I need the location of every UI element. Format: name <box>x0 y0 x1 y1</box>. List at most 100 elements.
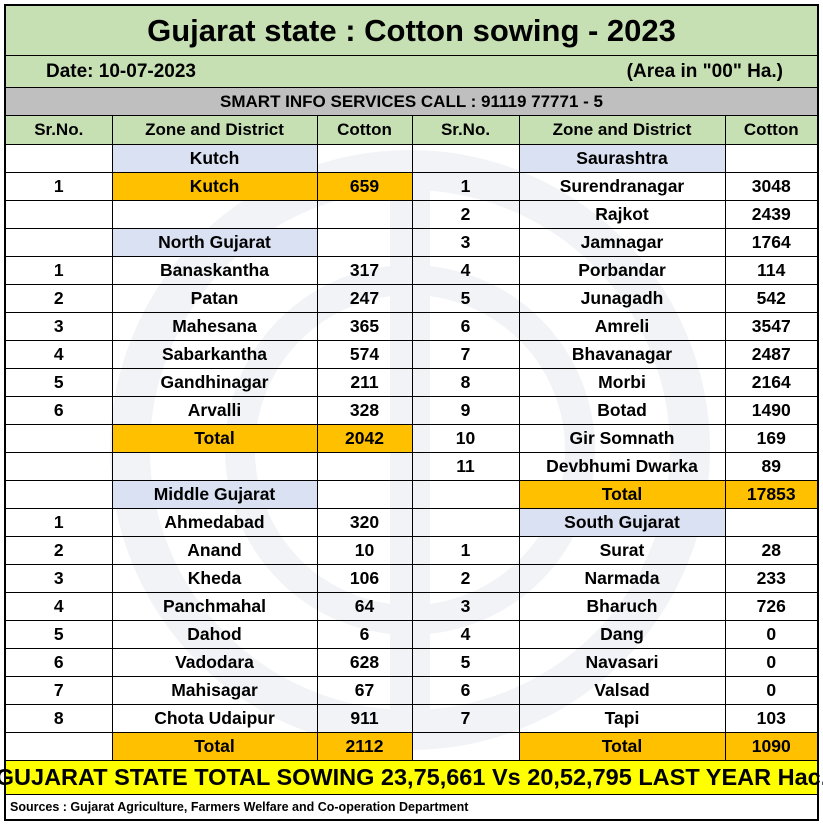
right-cotton-cell: 89 <box>725 452 817 481</box>
left-srno-cell: 6 <box>6 396 113 425</box>
right-srno-cell: 5 <box>412 284 520 313</box>
right-cotton-cell: 0 <box>725 620 817 649</box>
table-row: 6 Vadodara 628 5 Navasari 0 <box>6 648 817 677</box>
right-srno-cell <box>412 508 520 537</box>
right-district-cell: Botad <box>519 396 726 425</box>
left-srno-cell <box>6 452 113 481</box>
right-srno-cell: 3 <box>412 228 520 257</box>
right-cotton-cell: 103 <box>725 704 817 733</box>
right-srno-cell <box>412 144 520 173</box>
left-cotton-cell: 659 <box>317 172 413 201</box>
right-district-cell: Bhavanagar <box>519 340 726 369</box>
left-cotton-cell: 64 <box>317 592 413 621</box>
right-district-cell: Morbi <box>519 368 726 397</box>
left-district-cell: Anand <box>112 536 318 565</box>
left-cotton-cell: 247 <box>317 284 413 313</box>
right-cotton-cell: 2164 <box>725 368 817 397</box>
left-cotton-cell: 211 <box>317 368 413 397</box>
left-srno-cell: 8 <box>6 704 113 733</box>
right-srno-cell <box>412 732 520 761</box>
left-srno-cell <box>6 144 113 173</box>
left-srno-cell: 4 <box>6 340 113 369</box>
left-district-cell: Dahod <box>112 620 318 649</box>
right-district-cell: Saurashtra <box>519 144 726 173</box>
right-cotton-cell <box>725 144 817 173</box>
left-srno-cell <box>6 480 113 509</box>
right-cotton-cell: 1090 <box>725 732 817 761</box>
right-district-cell: Gir Somnath <box>519 424 726 453</box>
right-srno-cell: 6 <box>412 312 520 341</box>
left-cotton-cell: 328 <box>317 396 413 425</box>
right-srno-cell: 5 <box>412 648 520 677</box>
left-srno-cell <box>6 200 113 229</box>
right-district-cell: Valsad <box>519 676 726 705</box>
sheet-title: Gujarat state : Cotton sowing - 2023 <box>6 6 817 56</box>
table-row: 3 Kheda 106 2 Narmada 233 <box>6 564 817 593</box>
table-row: 4 Panchmahal 64 3 Bharuch 726 <box>6 592 817 621</box>
left-cotton-cell: 2112 <box>317 732 413 761</box>
right-cotton-cell <box>725 508 817 537</box>
left-srno-cell: 5 <box>6 368 113 397</box>
table-row: 1 Ahmedabad 320 South Gujarat <box>6 508 817 537</box>
header-srno-right: Sr.No. <box>412 116 520 145</box>
right-district-cell: Porbandar <box>519 256 726 285</box>
right-srno-cell: 2 <box>412 200 520 229</box>
right-srno-cell: 2 <box>412 564 520 593</box>
right-srno-cell: 7 <box>412 340 520 369</box>
left-district-cell <box>112 200 318 229</box>
right-srno-cell: 10 <box>412 424 520 453</box>
right-srno-cell: 1 <box>412 536 520 565</box>
left-srno-cell <box>6 228 113 257</box>
table-row: Total 2042 10 Gir Somnath 169 <box>6 424 817 453</box>
left-cotton-cell: 911 <box>317 704 413 733</box>
table-row: Total 2112 Total 1090 <box>6 732 817 761</box>
left-district-cell: Kutch <box>112 144 318 173</box>
left-srno-cell: 4 <box>6 592 113 621</box>
left-district-cell: Mahisagar <box>112 676 318 705</box>
left-cotton-cell <box>317 228 413 257</box>
table-row: 8 Chota Udaipur 911 7 Tapi 103 <box>6 704 817 733</box>
left-district-cell: Ahmedabad <box>112 508 318 537</box>
right-district-cell: Bharuch <box>519 592 726 621</box>
table-row: 5 Dahod 6 4 Dang 0 <box>6 620 817 649</box>
left-district-cell <box>112 452 318 481</box>
right-district-cell: Jamnagar <box>519 228 726 257</box>
table-row: 2 Patan 247 5 Junagadh 542 <box>6 284 817 313</box>
left-srno-cell: 1 <box>6 172 113 201</box>
right-district-cell: Tapi <box>519 704 726 733</box>
right-district-cell: Total <box>519 480 726 509</box>
right-cotton-cell: 0 <box>725 648 817 677</box>
left-cotton-cell <box>317 144 413 173</box>
left-cotton-cell <box>317 480 413 509</box>
left-srno-cell: 1 <box>6 508 113 537</box>
info-services-line: SMART INFO SERVICES CALL : 91119 77771 -… <box>6 88 817 116</box>
header-cotton-right: Cotton <box>725 116 817 145</box>
right-district-cell: Navasari <box>519 648 726 677</box>
left-district-cell: Middle Gujarat <box>112 480 318 509</box>
right-district-cell: Amreli <box>519 312 726 341</box>
header-zone-right: Zone and District <box>519 116 726 145</box>
cotton-sowing-sheet: Gujarat state : Cotton sowing - 2023 Dat… <box>0 4 823 821</box>
right-district-cell: Total <box>519 732 726 761</box>
left-cotton-cell: 320 <box>317 508 413 537</box>
left-srno-cell: 3 <box>6 312 113 341</box>
right-cotton-cell: 1764 <box>725 228 817 257</box>
right-cotton-cell: 726 <box>725 592 817 621</box>
right-district-cell: Surat <box>519 536 726 565</box>
right-district-cell: Surendranagar <box>519 172 726 201</box>
left-district-cell: Vadodara <box>112 648 318 677</box>
right-srno-cell: 3 <box>412 592 520 621</box>
table-row: Kutch Saurashtra <box>6 144 817 173</box>
grand-total-banner: GUJARAT STATE TOTAL SOWING 23,75,661 Vs … <box>0 760 823 795</box>
right-cotton-cell: 0 <box>725 676 817 705</box>
right-cotton-cell: 3048 <box>725 172 817 201</box>
left-district-cell: Kutch <box>112 172 318 201</box>
report-date: Date: 10-07-2023 <box>46 60 196 82</box>
right-cotton-cell: 17853 <box>725 480 817 509</box>
left-cotton-cell: 10 <box>317 536 413 565</box>
area-unit-note: (Area in "00" Ha.) <box>626 60 783 82</box>
right-srno-cell: 11 <box>412 452 520 481</box>
left-district-cell: Arvalli <box>112 396 318 425</box>
right-cotton-cell: 542 <box>725 284 817 313</box>
right-district-cell: Junagadh <box>519 284 726 313</box>
